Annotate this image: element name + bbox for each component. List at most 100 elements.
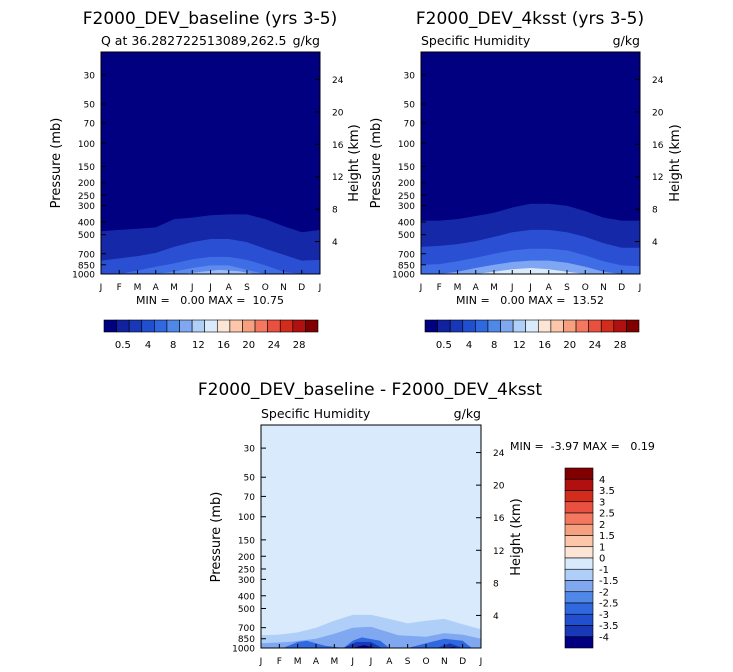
colorbar-swatch xyxy=(166,319,180,333)
colorbar-swatch xyxy=(512,319,527,333)
y-tick-label: 70 xyxy=(404,120,416,130)
x-tick-label: F xyxy=(437,283,442,293)
colorbar-swatch xyxy=(475,319,489,333)
y-tick-right-label: 12 xyxy=(493,547,504,557)
y-tick-label: 70 xyxy=(84,120,96,130)
x-tick-label: N xyxy=(280,283,287,293)
y-tick-label: 100 xyxy=(78,140,95,150)
colorbar-swatch xyxy=(229,319,243,333)
y-tick-label: 50 xyxy=(404,100,416,110)
colorbar-swatch xyxy=(564,568,594,581)
colorbar-swatch xyxy=(564,478,594,491)
colorbar-label: 1 xyxy=(599,542,605,553)
colorbar-swatch xyxy=(500,319,514,333)
contour-band xyxy=(261,626,481,648)
colorbar-swatch xyxy=(191,319,206,333)
x-tick-label: J xyxy=(318,283,322,293)
y-tick-right-label: 4 xyxy=(493,612,499,622)
colorbar-4ksst: 0.5 4 8 12 16 20 24 28 xyxy=(424,319,640,351)
x-tick-label: M xyxy=(170,283,178,293)
panel-title: F2000_DEV_4ksst (yrs 3-5) xyxy=(416,9,644,29)
x-tick-label: F xyxy=(117,283,122,293)
x-tick-label: J xyxy=(419,283,423,293)
colorbar-label: -1 xyxy=(599,565,609,576)
colorbar-baseline: 0.5 4 8 12 16 20 24 28 xyxy=(103,319,319,351)
panel-subtitle-left: Q at 36.282722513089,262.5 xyxy=(101,33,286,48)
y-tick-right-label: 12 xyxy=(332,173,343,183)
y-tick-right-label: 16 xyxy=(652,141,664,151)
x-tick-label: M xyxy=(294,657,302,667)
y-tick-label: 70 xyxy=(244,493,256,503)
y-tick-label: 400 xyxy=(78,219,95,229)
colorbar-swatch xyxy=(525,319,539,333)
colorbar-swatch xyxy=(305,319,319,333)
colorbar-swatch xyxy=(128,319,143,333)
colorbar-label: -1.5 xyxy=(599,576,619,587)
y-tick-label: 300 xyxy=(398,202,415,212)
contour-background xyxy=(261,425,481,648)
colorbar-swatch xyxy=(564,636,594,649)
contour-band xyxy=(283,637,472,648)
colorbar-swatch xyxy=(254,319,268,333)
x-tick-label: A xyxy=(386,657,393,667)
y-axis-label-right: Height (km) xyxy=(347,124,362,201)
x-tick-label: M xyxy=(490,283,498,293)
colorbar-label: 28 xyxy=(293,340,306,351)
y-tick-label: 850 xyxy=(238,635,255,645)
x-tick-label: M xyxy=(330,657,338,667)
x-tick-label: J xyxy=(510,283,514,293)
colorbar-label: 1.5 xyxy=(599,531,615,542)
y-tick-right-label: 24 xyxy=(493,449,505,459)
colorbar-swatch xyxy=(564,613,594,626)
colorbar-swatch xyxy=(600,319,615,333)
y-tick-right-label: 4 xyxy=(332,238,338,248)
x-tick-label: S xyxy=(405,657,411,667)
contour-band xyxy=(183,269,257,274)
y-tick-label: 1000 xyxy=(392,271,415,281)
x-tick-label: M xyxy=(454,283,462,293)
y-axis-label-right: Height (km) xyxy=(668,124,683,201)
y-tick-label: 200 xyxy=(238,553,255,563)
x-tick-label: J xyxy=(208,283,212,293)
x-tick-label: S xyxy=(244,283,250,293)
colorbar-swatch xyxy=(613,319,627,333)
colorbar-swatch xyxy=(626,319,640,333)
y-tick-right-label: 20 xyxy=(332,108,344,118)
colorbar-label: 8 xyxy=(170,340,176,351)
colorbar-swatch xyxy=(588,319,602,333)
y-tick-label: 850 xyxy=(78,261,95,271)
colorbar-label: 2 xyxy=(599,520,605,531)
x-tick-label: O xyxy=(582,283,589,293)
y-tick-right-label: 20 xyxy=(493,482,505,492)
y-ticks-right: 24 20 16 12 8 4 xyxy=(635,76,664,248)
y-tick-label: 200 xyxy=(78,179,95,189)
x-tick-label: O xyxy=(422,657,429,667)
y-tick-label: 850 xyxy=(398,261,415,271)
colorbar-label: 2.5 xyxy=(599,509,615,520)
y-tick-label: 700 xyxy=(238,624,255,634)
colorbar-label: 4 xyxy=(145,340,151,351)
colorbar-swatch xyxy=(292,319,306,333)
x-tick-label: J xyxy=(528,283,532,293)
y-ticks-right: 24 20 16 12 8 4 xyxy=(476,449,505,622)
colorbar-swatch xyxy=(103,319,117,333)
panel-subtitle-left: Specific Humidity xyxy=(421,33,531,48)
colorbar-label: 4 xyxy=(599,475,605,486)
y-tick-label: 700 xyxy=(78,250,95,260)
colorbar-swatch xyxy=(537,319,552,333)
y-tick-label: 30 xyxy=(84,72,96,82)
x-tick-label: J xyxy=(638,283,642,293)
colorbar-swatch xyxy=(437,319,451,333)
colorbar-swatch xyxy=(564,546,594,559)
contour-band xyxy=(101,239,320,274)
y-axis-label: Pressure (mb) xyxy=(209,492,224,583)
y-ticks-right: 24 20 16 12 8 4 xyxy=(315,76,344,248)
colorbar-swatch xyxy=(267,319,281,333)
colorbar-label: 28 xyxy=(614,340,627,351)
x-tick-label: A xyxy=(313,657,320,667)
colorbar-swatch xyxy=(563,319,577,333)
panel-subtitle-left: Specific Humidity xyxy=(261,406,371,421)
